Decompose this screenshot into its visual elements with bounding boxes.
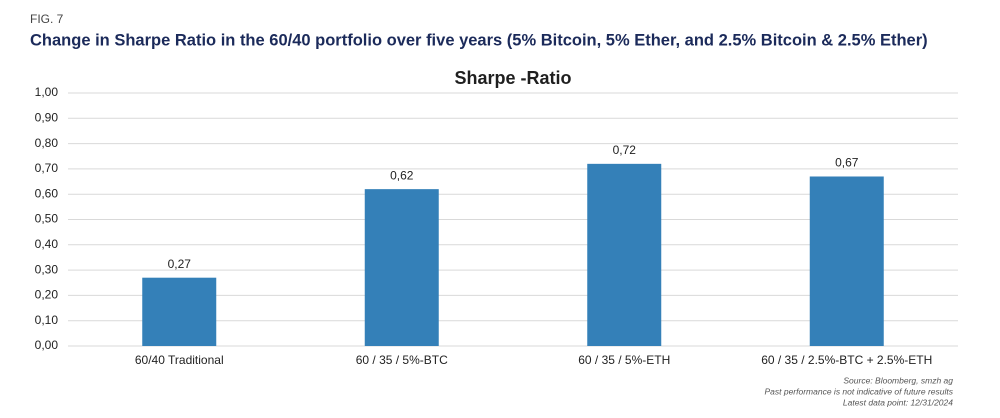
source-note: Past performance is not indicative of fu… [764, 386, 953, 396]
y-tick-label: 0,60 [35, 186, 59, 200]
y-tick-label: 0,40 [35, 237, 59, 251]
value-label: 0,67 [835, 156, 859, 170]
bar [587, 163, 662, 346]
y-tick-label: 0,70 [35, 161, 59, 175]
x-tick-label: 60 / 35 / 5%-ETH [578, 353, 670, 367]
bar [364, 189, 439, 346]
value-label: 0,62 [390, 168, 414, 182]
y-tick-label: 0,10 [35, 313, 59, 327]
x-tick-label: 60 / 35 / 2.5%-BTC + 2.5%-ETH [761, 353, 932, 367]
bar [142, 277, 217, 346]
y-tick-label: 1,00 [35, 85, 59, 99]
x-tick-label: 60 / 35 / 5%-BTC [356, 353, 448, 367]
y-tick-label: 0,00 [35, 338, 59, 352]
bar [809, 176, 884, 346]
figure-label: FIG. 7 [30, 12, 64, 26]
value-label: 0,27 [168, 257, 192, 271]
y-tick-label: 0,50 [35, 212, 59, 226]
source-note: Latest data point: 12/31/2024 [843, 397, 953, 407]
y-tick-label: 0,90 [35, 110, 59, 124]
chart-title: Sharpe -Ratio [454, 68, 571, 88]
y-tick-label: 0,80 [35, 136, 59, 150]
x-tick-label: 60/40 Traditional [135, 353, 224, 367]
y-tick-label: 0,20 [35, 288, 59, 302]
y-tick-label: 0,30 [35, 262, 59, 276]
value-label: 0,72 [613, 143, 637, 157]
page-title: Change in Sharpe Ratio in the 60/40 port… [30, 31, 928, 49]
source-note: Source: Bloomberg, smzh ag [843, 375, 953, 385]
